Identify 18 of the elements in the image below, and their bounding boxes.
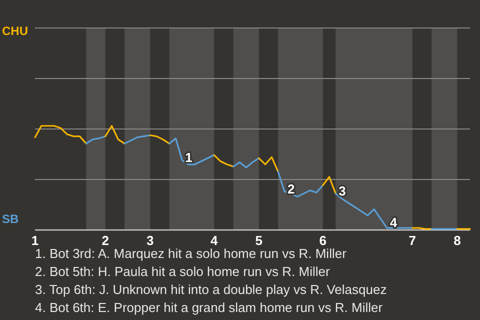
annotation: 1 bbox=[185, 150, 192, 166]
text: SB bbox=[2, 212, 20, 226]
annotation: 4 bbox=[390, 214, 398, 230]
x-tick-label: 1 bbox=[31, 233, 39, 248]
annotation: 3 bbox=[338, 184, 346, 199]
text: 4. Bot 6th: E. Propper hit a grand slam home run vs R. Miller bbox=[35, 300, 384, 315]
x-tick-label: 3 bbox=[146, 233, 154, 248]
x-tick-label: 7 bbox=[408, 233, 416, 248]
annotation: 2 bbox=[287, 181, 295, 196]
x-tick-label: 5 bbox=[255, 233, 263, 248]
text: 1. Bot 3rd: A. Marquez hit a solo home run vs R. Miller bbox=[35, 246, 348, 261]
x-tick-label: 8 bbox=[454, 233, 461, 248]
x-tick-label: 2 bbox=[102, 233, 109, 248]
text: 3. Top 6th: J. Unknown hit into a double play vs R. Velasquez bbox=[35, 282, 387, 297]
text: 2. Bot 5th: H. Paula hit a solo home run vs R. Miller bbox=[35, 264, 330, 279]
x-tick-label: 4 bbox=[210, 233, 218, 248]
x-tick-label: 6 bbox=[319, 233, 326, 248]
text: CHU bbox=[2, 24, 28, 38]
